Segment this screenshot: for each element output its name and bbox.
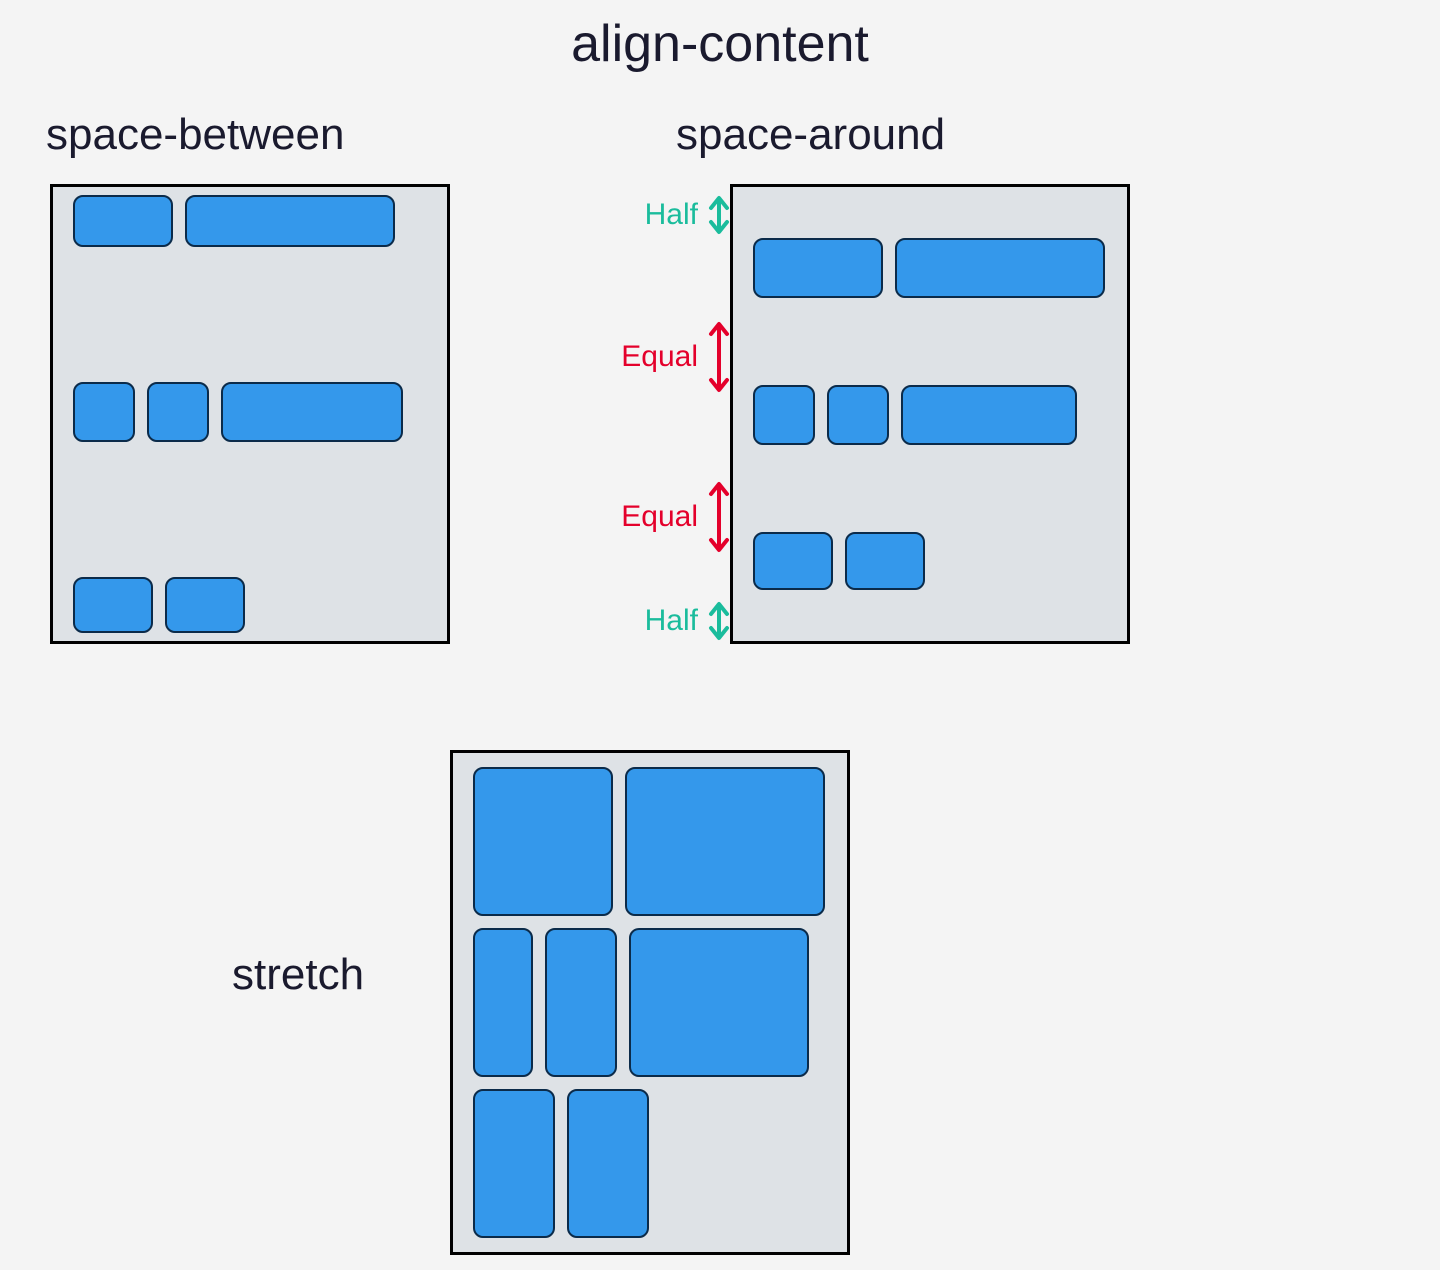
flex-item [753, 385, 815, 445]
double-arrow-icon [704, 480, 734, 554]
flex-item [753, 238, 883, 298]
flex-row [473, 761, 827, 922]
flex-item [567, 1089, 649, 1238]
double-arrow-icon [704, 600, 734, 642]
annotation-half: Half [594, 194, 734, 236]
annotation-text: Equal [621, 500, 698, 534]
annotation-equal: Equal [594, 480, 734, 554]
flex-item [629, 928, 809, 1077]
flex-item [473, 767, 613, 916]
flex-item [625, 767, 825, 916]
panel-space-around [730, 184, 1130, 644]
flex-item [221, 382, 403, 442]
flex-item [165, 577, 245, 633]
label-space-between: space-between [46, 110, 344, 160]
flex-item [901, 385, 1077, 445]
flex-item [827, 385, 889, 445]
flex-item [73, 577, 153, 633]
page-title: align-content [0, 0, 1440, 74]
flex-row [73, 577, 427, 633]
annotation-half: Half [594, 600, 734, 642]
flex-item [845, 532, 925, 590]
double-arrow-icon [704, 194, 734, 236]
double-arrow-icon [704, 320, 734, 394]
flex-row [753, 532, 1107, 590]
flex-item [185, 195, 395, 247]
flex-row [473, 922, 827, 1083]
annotation-text: Half [645, 604, 698, 638]
flex-item [895, 238, 1105, 298]
label-stretch: stretch [232, 950, 364, 1000]
label-space-around: space-around [676, 110, 945, 160]
annotation-text: Equal [621, 340, 698, 374]
flex-item [545, 928, 617, 1077]
annotation-text: Half [645, 198, 698, 232]
flex-item [473, 928, 533, 1077]
flex-row [753, 238, 1107, 298]
flex-item [753, 532, 833, 590]
diagram-canvas: align-content space-between space-around… [0, 0, 1440, 1270]
flex-row [73, 195, 427, 247]
panel-stretch [450, 750, 850, 1255]
flex-row [73, 382, 427, 442]
flex-row [473, 1083, 827, 1244]
flex-item [473, 1089, 555, 1238]
flex-item [73, 195, 173, 247]
panel-space-between [50, 184, 450, 644]
flex-row [753, 385, 1107, 445]
annotation-equal: Equal [594, 320, 734, 394]
flex-item [147, 382, 209, 442]
flex-item [73, 382, 135, 442]
